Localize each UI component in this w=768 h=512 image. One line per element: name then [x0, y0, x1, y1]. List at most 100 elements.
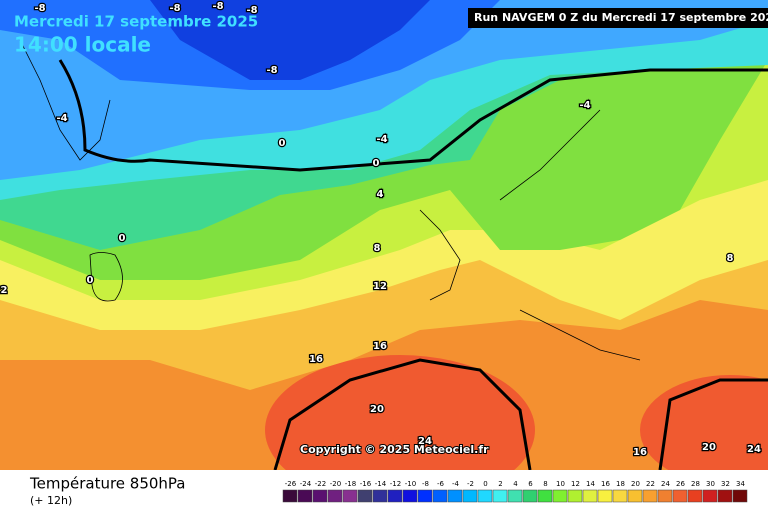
coastline: [19, 39, 641, 361]
scale-label: -26: [285, 480, 297, 488]
scale-swatch: [732, 489, 748, 503]
scale-label: 18: [616, 480, 625, 488]
contour-label: 8: [727, 253, 734, 264]
scale-swatch: [462, 489, 478, 503]
contour-label: 24: [747, 444, 761, 455]
scale-swatch: [447, 489, 463, 503]
date-label: Mercredi 17 septembre 2025: [14, 13, 258, 31]
contour-label: 8: [374, 243, 381, 254]
contour-label: 2: [1, 285, 8, 296]
scale-label: 26: [676, 480, 685, 488]
warm-area: [640, 375, 768, 485]
contour-label: 20: [370, 404, 384, 415]
scale-label: -20: [330, 480, 341, 488]
scale-swatch: [372, 489, 388, 503]
footer-title: Température 850hPa: [29, 475, 186, 493]
scale-label: 4: [513, 480, 518, 488]
scale-swatch: [582, 489, 598, 503]
contour-label: 20: [702, 442, 716, 453]
scale-swatch: [402, 489, 418, 503]
scale-swatch: [717, 489, 733, 503]
contour-label: 16: [373, 341, 387, 352]
contour-label: -4: [376, 134, 387, 145]
scale-swatch: [627, 489, 643, 503]
scale-swatch: [417, 489, 433, 503]
contour-labels: -8 -8 -8 -8 -8 -4 -4 -4 0 0 0 0 4 8 8 12 16 16 16 20 20 24 24 2: [0, 0, 762, 459]
scale-label: -8: [422, 480, 429, 488]
scale-label: -4: [452, 480, 460, 488]
contour-label: 12: [373, 281, 387, 292]
scale-label: 10: [556, 480, 565, 488]
contour-label: 24: [418, 436, 432, 447]
scale-swatch: [552, 489, 568, 503]
scale-label: -16: [360, 480, 372, 488]
scale-swatch: [672, 489, 688, 503]
scale-label: 34: [736, 480, 745, 488]
contour-label: -8: [169, 3, 180, 14]
scale-swatch: [342, 489, 358, 503]
run-info: Run NAVGEM 0 Z du Mercredi 17 septembre …: [474, 11, 768, 24]
scale-swatch: [327, 489, 343, 503]
scale-swatch: [567, 489, 583, 503]
scale-label: 6: [528, 480, 533, 488]
scale-label: 28: [691, 480, 700, 488]
scale-label: -14: [375, 480, 387, 488]
isotherm-20: [273, 358, 532, 471]
color-scale: -26 -24 -22 -20 -18 -16 -14 -12 -10 -8 -6 -4 -2 0 2 4 6 8…: [282, 480, 748, 503]
scale-swatch: [642, 489, 658, 503]
scale-swatch: [687, 489, 703, 503]
scale-label: -24: [300, 480, 312, 488]
zero-isotherm: [58, 59, 768, 172]
contour-label: 16: [633, 447, 647, 458]
scale-label: -22: [315, 480, 326, 488]
footer-subtitle: (+ 12h): [30, 494, 72, 507]
run-banner: [468, 8, 768, 28]
contour-label: 4: [377, 189, 384, 200]
scale-label: 12: [571, 480, 580, 488]
contour-label: -8: [34, 3, 45, 14]
scale-label: -2: [467, 480, 474, 488]
contour-label: 0: [119, 233, 126, 244]
scale-swatch: [507, 489, 523, 503]
scale-swatch: [702, 489, 718, 503]
copyright: Copyright © 2025 Meteociel.fr: [300, 443, 489, 456]
scale-label: 22: [646, 480, 655, 488]
contour-label: -8: [212, 1, 223, 12]
scale-swatch: [657, 489, 673, 503]
scale-swatch: [522, 489, 538, 503]
contour-label: -8: [266, 65, 277, 76]
scale-swatch: [612, 489, 628, 503]
scale-label: 8: [543, 480, 547, 488]
scale-swatch: [537, 489, 553, 503]
scale-label: -18: [345, 480, 356, 488]
scale-swatch: [387, 489, 403, 503]
scale-label: 20: [631, 480, 640, 488]
scale-swatch: [492, 489, 508, 503]
scale-swatch: [357, 489, 373, 503]
scale-label: -12: [390, 480, 401, 488]
contour-label: -8: [246, 5, 257, 16]
scale-swatch: [477, 489, 493, 503]
contour-label: -4: [56, 113, 67, 124]
scale-swatch: [432, 489, 448, 503]
scale-label: -6: [437, 480, 445, 488]
contour-label: -4: [579, 100, 590, 111]
scale-label: 2: [498, 480, 502, 488]
scale-label: 16: [601, 480, 610, 488]
scale-label: 24: [661, 480, 670, 488]
contour-label: 16: [309, 354, 323, 365]
contour-label: 0: [87, 275, 94, 286]
scale-swatch: [282, 489, 298, 503]
contour-label: 0: [279, 138, 286, 149]
scale-label: 32: [721, 480, 730, 488]
scale-swatch: [597, 489, 613, 503]
time-label: 14:00 locale: [14, 33, 151, 57]
scale-label: 30: [706, 480, 715, 488]
isotherm-20: [658, 378, 768, 471]
temp-band: [150, 0, 430, 80]
scale-swatch: [312, 489, 328, 503]
scale-label: -10: [405, 480, 416, 488]
scale-label: 14: [586, 480, 595, 488]
scale-label: 0: [483, 480, 487, 488]
